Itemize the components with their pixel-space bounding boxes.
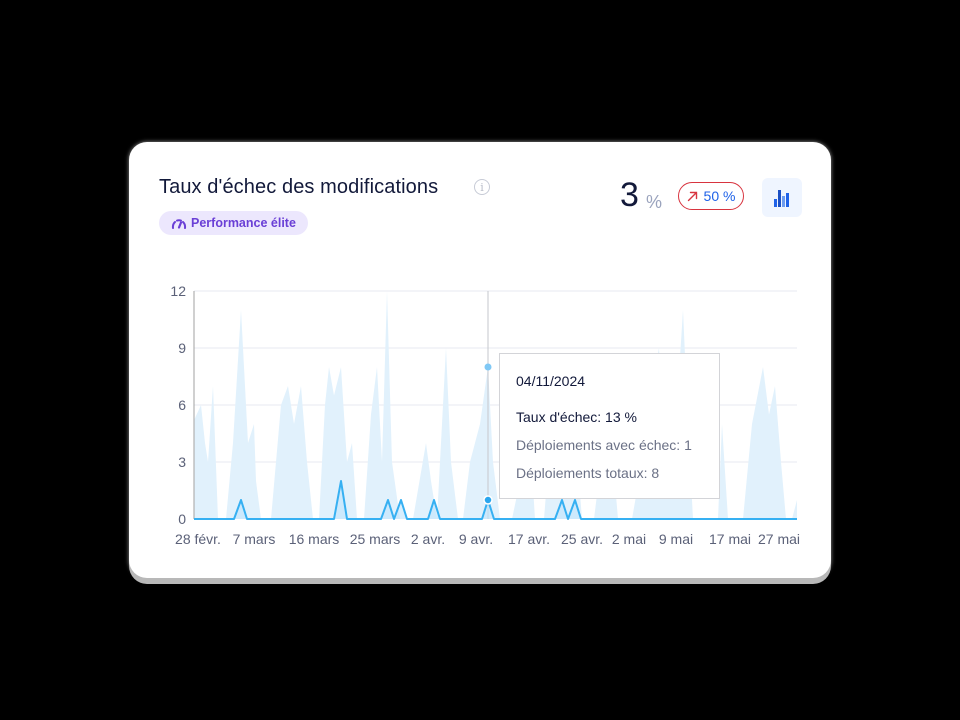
x-axis-label: 17 avr. xyxy=(508,531,550,547)
failure-rate-line xyxy=(194,480,797,520)
chart-tooltip: 04/11/2024 Taux d'échec: 13 % Déploiemen… xyxy=(499,353,720,499)
metric-unit: % xyxy=(646,192,663,212)
y-axis-label: 0 xyxy=(178,511,186,527)
area-chart[interactable]: 0 3 6 9 12 28 févr. 7 mars 16 mars 25 mars 2 avr.… xyxy=(129,142,831,578)
x-axis-label: 28 févr. xyxy=(175,531,221,547)
gauge-icon xyxy=(171,219,187,229)
hover-dot-total xyxy=(484,363,492,371)
tooltip-total-deployments: Déploiements totaux: 8 xyxy=(516,465,660,481)
card-title: Taux d'échec des modifications xyxy=(159,176,439,198)
arrow-up-right-icon xyxy=(687,191,697,201)
change-failure-rate-card: Taux d'échec des modifications i Perform… xyxy=(129,142,831,578)
y-axis-label: 12 xyxy=(170,283,186,299)
info-icon[interactable]: i xyxy=(474,179,490,195)
bar-chart-icon xyxy=(774,189,789,207)
x-axis-label: 9 mai xyxy=(659,531,693,547)
x-axis-label: 17 mai xyxy=(709,531,751,547)
x-axis-label: 27 mai xyxy=(758,531,800,547)
x-axis-label: 2 mai xyxy=(612,531,646,547)
x-axis-label: 25 mars xyxy=(350,531,401,547)
hover-dot-rate xyxy=(483,495,493,505)
y-axis-label: 6 xyxy=(178,397,186,413)
performance-badge: Performance élite xyxy=(159,211,308,235)
chart-view-button[interactable] xyxy=(762,178,802,217)
y-axis-label: 3 xyxy=(178,454,186,470)
tooltip-date: 04/11/2024 xyxy=(516,373,586,389)
x-axis-label: 25 avr. xyxy=(561,531,603,547)
x-axis-label: 9 avr. xyxy=(459,531,493,547)
y-axis-label: 9 xyxy=(178,340,186,356)
trend-value: 50 % xyxy=(703,188,736,204)
x-axis-label: 7 mars xyxy=(233,531,276,547)
x-axis-label: 16 mars xyxy=(289,531,340,547)
badge-label: Performance élite xyxy=(191,216,296,230)
trend-badge: 50 % xyxy=(678,182,744,210)
tooltip-failure-rate: Taux d'échec: 13 % xyxy=(516,409,637,425)
tooltip-failed-deployments: Déploiements avec échec: 1 xyxy=(516,437,692,453)
metric-value: 3 xyxy=(620,176,639,214)
x-axis-label: 2 avr. xyxy=(411,531,445,547)
